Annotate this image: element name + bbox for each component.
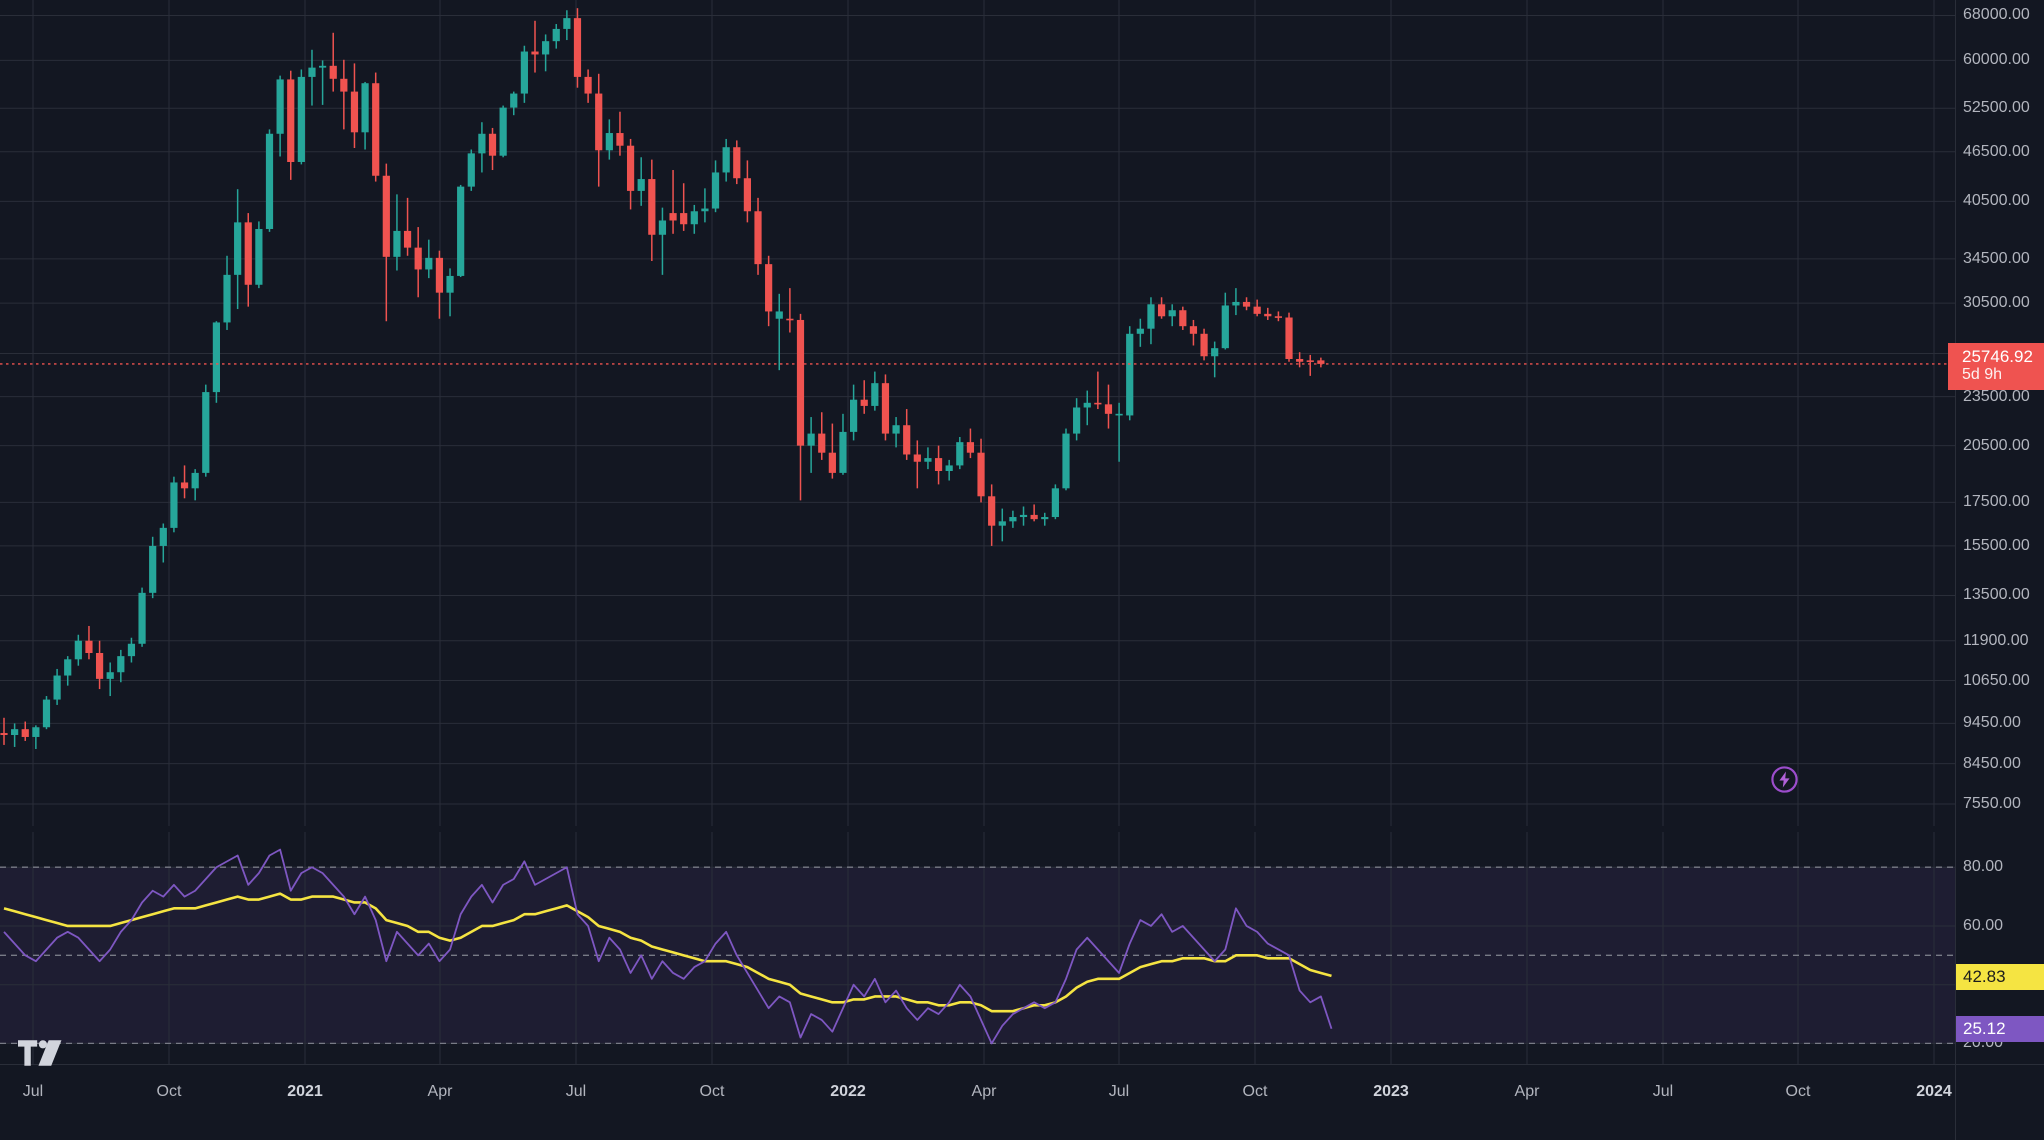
time-tick-year: 2022: [830, 1083, 866, 1100]
time-axis[interactable]: Jul Oct 2021 Apr Jul Oct 2022 Apr Jul Oct 2023 Apr J…: [0, 1064, 2044, 1140]
price-tick-label: 11900.00: [1963, 631, 2029, 649]
rsi-plot: [0, 832, 1955, 1064]
rsi-indicator-pane[interactable]: [0, 832, 1955, 1064]
time-tick-month: Apr: [427, 1083, 453, 1100]
time-tick-year: 2023: [1373, 1083, 1409, 1100]
tradingview-logo[interactable]: [18, 1040, 64, 1066]
candlestick-plot: [0, 0, 1955, 826]
rsi-ma-value-badge[interactable]: 42.83: [1956, 964, 2044, 990]
price-axis[interactable]: 68000.00 60000.00 52500.00 46500.00 40500.00…: [1948, 0, 2044, 1064]
time-tick-year: 2024: [1916, 1083, 1952, 1100]
time-tick-month: Oct: [156, 1083, 182, 1100]
time-tick-month: Jul: [565, 1083, 587, 1100]
price-tick-label: 40500.00: [1963, 192, 2030, 210]
price-tick-label: 52500.00: [1963, 99, 2030, 117]
price-tick-label: 7550.00: [1963, 794, 2021, 812]
price-tick-label: 30500.00: [1963, 294, 2030, 312]
price-tick-label: 34500.00: [1963, 249, 2030, 267]
price-chart-pane[interactable]: [0, 0, 1955, 826]
time-tick-month: Oct: [1785, 1083, 1811, 1100]
price-tick-label: 60000.00: [1963, 51, 2030, 69]
rsi-tick-label: 80.00: [1963, 858, 2004, 876]
price-tick-label: 15500.00: [1963, 536, 2030, 554]
lightning-alert-icon[interactable]: [1770, 765, 1799, 794]
time-tick-month: Apr: [971, 1083, 997, 1100]
time-tick-month: Jul: [1652, 1083, 1674, 1100]
bar-countdown: 5d 9h: [1962, 366, 2003, 384]
last-price-badge[interactable]: 25746.92 5d 9h: [1948, 342, 2044, 390]
time-tick-year: 2021: [287, 1083, 323, 1100]
price-tick-label: 46500.00: [1963, 142, 2030, 160]
last-price-value: 25746.92: [1962, 346, 2033, 366]
time-tick-month: Jul: [22, 1083, 44, 1100]
time-tick-month: Apr: [1514, 1083, 1540, 1100]
price-tick-label: 17500.00: [1963, 493, 2030, 511]
time-tick-month: Oct: [699, 1083, 725, 1100]
price-tick-label: 68000.00: [1963, 6, 2030, 24]
rsi-tick-label: 60.00: [1963, 916, 2004, 934]
price-tick-label: 9450.00: [1963, 714, 2021, 732]
price-tick-label: 20500.00: [1963, 436, 2030, 454]
rsi-value-badge[interactable]: 25.12: [1956, 1016, 2044, 1042]
time-tick-month: Jul: [1108, 1083, 1130, 1100]
price-tick-label: 23500.00: [1963, 387, 2030, 405]
price-tick-label: 10650.00: [1963, 671, 2030, 689]
price-tick-label: 8450.00: [1963, 754, 2021, 772]
axis-separator: [1955, 1065, 1956, 1140]
time-tick-month: Oct: [1242, 1083, 1268, 1100]
price-tick-label: 13500.00: [1963, 586, 2030, 604]
